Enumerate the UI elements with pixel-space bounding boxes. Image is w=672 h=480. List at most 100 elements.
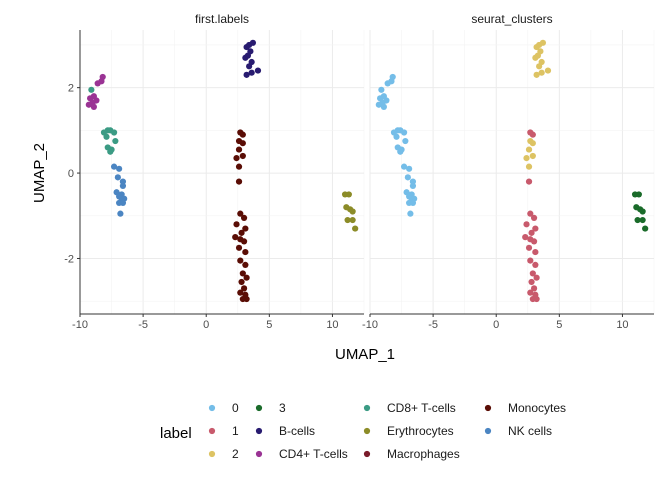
data-point [397,148,404,155]
y-axis: -2 0 2 [64,83,80,265]
data-point [254,67,262,74]
legend-item: 1 [208,424,239,438]
data-point [243,43,250,51]
data-point [103,133,110,140]
data-point [530,238,538,245]
legend-item: 2 [208,447,239,461]
data-point [237,257,244,264]
data-point [525,146,533,153]
data-point [532,248,539,256]
data-point [233,221,240,228]
data-point [375,101,382,108]
data-point [242,54,249,61]
data-point [528,229,535,236]
legend-key [363,404,371,412]
facet-panels: first.labels -10 -5 0 5 10 seurat_clusters -10 -… [72,12,655,331]
legend-label: B-cells [279,424,315,438]
data-point [402,137,409,145]
legend-label: 0 [232,401,239,415]
data-point [536,63,543,70]
x-tick-label: -10 [72,319,88,331]
data-point [349,208,356,215]
data-point [529,295,536,303]
data-point [409,178,417,185]
data-point [243,274,250,281]
data-point [232,234,239,241]
data-point [235,163,243,170]
data-point [528,278,535,286]
data-point [525,178,533,185]
series-monocytes [232,129,250,303]
data-point [406,165,413,172]
legend-item: Monocytes [484,401,566,415]
data-point [529,131,536,138]
data-point [527,210,534,217]
legend-key [255,404,263,412]
data-point [235,244,243,251]
data-point [238,229,245,236]
legend-item: CD8+ T-cells [363,401,456,415]
data-point [239,295,246,303]
data-point [238,278,245,286]
series-cd8-t-cells [88,86,119,155]
legend-label: 2 [232,447,239,461]
series-erythrocytes [341,191,359,232]
legend-label: 3 [279,401,286,415]
data-point [530,285,538,292]
data-point [538,69,545,76]
y-tick-label: -2 [64,253,74,265]
series-3 [631,191,649,232]
data-point [233,155,240,162]
x-tick-label: 5 [266,319,272,331]
data-point [237,210,244,217]
panel-1: first.labels -10 -5 0 5 10 [72,12,365,331]
y-tick-label: 0 [68,168,74,180]
data-point [240,238,248,245]
data-point [400,163,408,170]
legend-label: CD8+ T-cells [387,401,456,415]
data-point [107,148,114,155]
data-point [345,191,352,198]
series-cd4-t-cells [85,73,106,110]
data-point [242,248,249,256]
legend-key [363,427,371,435]
data-point [90,103,97,110]
series-0 [375,73,418,217]
legend-item: Macrophages [363,447,460,461]
data-point [544,67,552,74]
x-tick-label: 10 [326,319,338,331]
data-point [243,71,250,78]
data-point [88,86,95,93]
data-point [94,80,101,87]
legend-key [208,427,216,435]
legend-key [484,404,492,412]
x-tick-label: 10 [616,319,628,331]
data-point [116,199,123,207]
data-point [525,244,533,251]
data-point [248,69,255,76]
data-point [634,216,641,224]
legend-label: NK cells [508,424,552,438]
legend-item: Erythrocytes [363,424,454,438]
data-point [522,234,529,241]
legend-item: B-cells [255,424,315,438]
y-axis-title: UMAP_2 [31,143,48,203]
x-tick-label: 0 [203,319,209,331]
data-point [114,174,121,181]
data-point [635,191,642,198]
data-point [235,146,243,153]
data-point [349,216,356,224]
data-point [110,129,118,136]
data-point [533,71,540,78]
data-point [85,101,92,108]
data-point [110,163,118,170]
data-point [400,129,408,136]
data-point [529,152,536,160]
data-point [239,152,246,160]
data-point [523,221,530,228]
x-tick-label: -5 [428,319,438,331]
data-point [527,289,534,296]
legend-title: label [160,425,192,442]
y-tick-label: 2 [68,83,74,95]
series-1 [522,129,540,303]
